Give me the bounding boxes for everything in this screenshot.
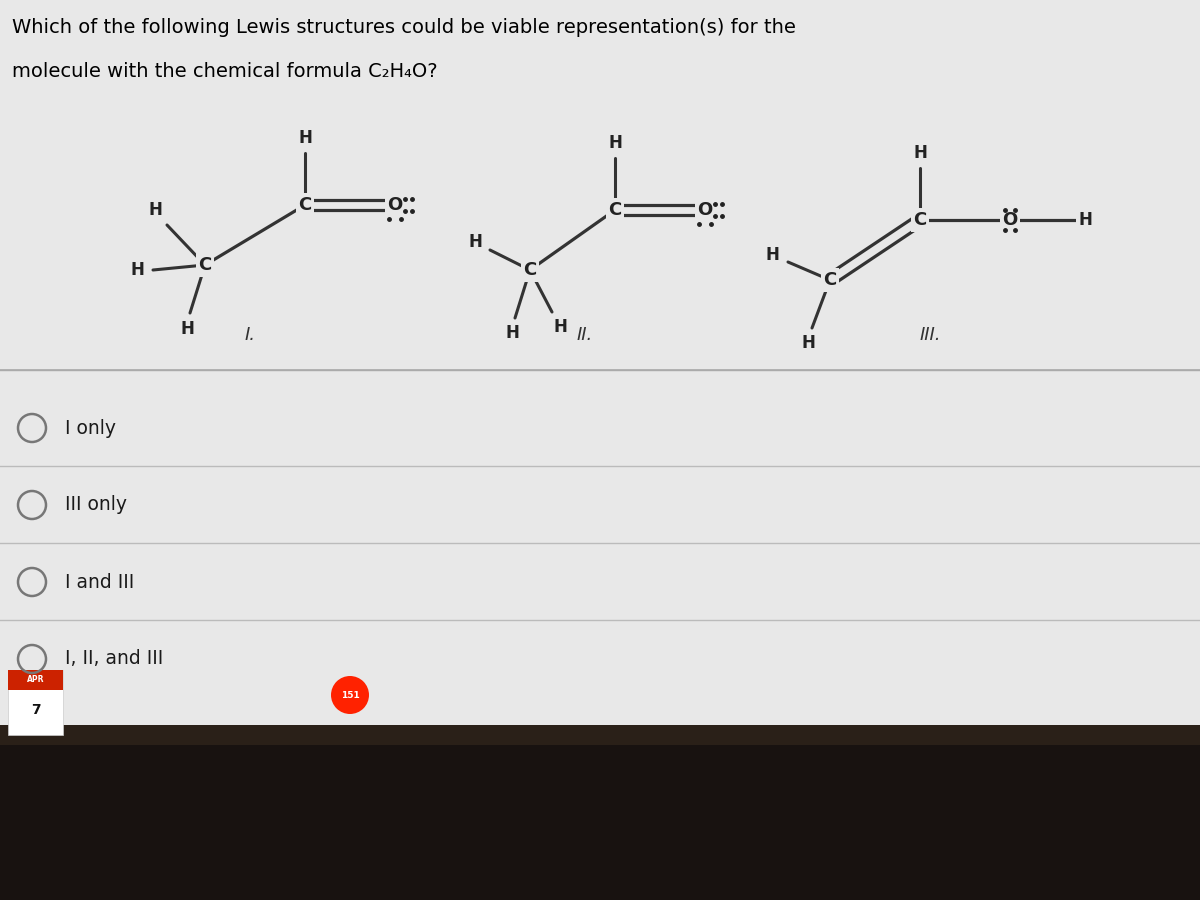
Text: H: H	[505, 324, 518, 342]
Text: Which of the following Lewis structures could be viable representation(s) for th: Which of the following Lewis structures …	[12, 18, 796, 37]
Text: C: C	[198, 256, 211, 274]
Bar	[8, 670, 64, 735]
Text: C: C	[608, 201, 622, 219]
Text: I and III: I and III	[65, 572, 134, 591]
Bar	[0, 745, 1200, 900]
Text: III only: III only	[65, 496, 127, 515]
Text: H: H	[468, 233, 482, 251]
Text: H: H	[298, 129, 312, 147]
Text: I, II, and III: I, II, and III	[65, 650, 163, 669]
Text: C: C	[913, 211, 926, 229]
Text: molecule with the chemical formula C₂H₄O?: molecule with the chemical formula C₂H₄O…	[12, 62, 438, 81]
Bar	[0, 0, 1200, 745]
Text: III.: III.	[919, 326, 941, 344]
Text: H: H	[913, 144, 926, 162]
Text: O: O	[1002, 211, 1018, 229]
Bar	[8, 670, 64, 690]
Text: H: H	[130, 261, 144, 279]
Text: 151: 151	[341, 690, 359, 699]
Text: O: O	[697, 201, 713, 219]
Text: H: H	[608, 134, 622, 152]
Bar	[0, 725, 1200, 745]
Text: II.: II.	[577, 326, 593, 344]
Text: H: H	[766, 246, 779, 264]
Circle shape	[331, 676, 370, 714]
Text: 7: 7	[31, 703, 41, 717]
Text: H: H	[148, 201, 162, 219]
Text: O: O	[388, 196, 403, 214]
Text: C: C	[299, 196, 312, 214]
Text: C: C	[523, 261, 536, 279]
Text: H: H	[553, 318, 566, 336]
Text: C: C	[823, 271, 836, 289]
Text: I only: I only	[65, 418, 116, 437]
Text: APR: APR	[26, 676, 44, 685]
Text: H: H	[1078, 211, 1092, 229]
Text: H: H	[180, 320, 194, 338]
Text: H: H	[802, 334, 815, 352]
Text: I.: I.	[245, 326, 256, 344]
